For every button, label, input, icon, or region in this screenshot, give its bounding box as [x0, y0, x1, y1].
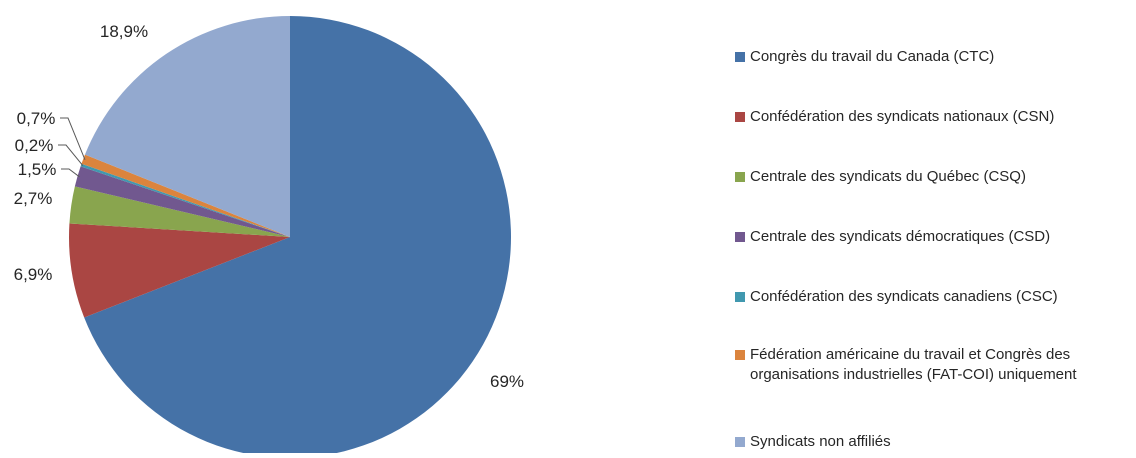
data-labels: 69% 6,9% 2,7% 1,5% 0,2% 0,7% 18,9%: [14, 22, 524, 391]
legend-label: Centrale des syndicats démocratiques (CS…: [750, 228, 1051, 245]
pie-slice-centrale-des-syndicats-democratiques-csd: [74, 166, 290, 237]
legend-swatch: [735, 172, 745, 182]
data-label-0: 69%: [490, 372, 524, 391]
legend-label: Fédération américaine du travail et Cong…: [750, 346, 1077, 383]
pie-slice-confederation-des-syndicats-nationaux-cs: [69, 223, 290, 318]
legend-swatch: [735, 112, 745, 122]
legend-item-syndicats-non-affilies: Syndicats non affiliés: [735, 432, 891, 452]
legend-item-congres-du-travail-du-canada-ctc: Congrès du travail du Canada (CTC): [735, 47, 994, 67]
leader-line-3: [61, 168, 80, 178]
data-label-6: 18,9%: [100, 22, 148, 41]
slices-layer: [69, 16, 512, 458]
data-label-4: 0,2%: [15, 136, 54, 155]
leader-line-5: [60, 117, 86, 160]
legend-label: Syndicats non affiliés: [750, 433, 891, 450]
data-label-2: 2,7%: [14, 189, 53, 208]
leader-line-4: [58, 144, 84, 167]
legend-item-centrale-des-syndicats-du-quebec-csq: Centrale des syndicats du Québec (CSQ): [735, 167, 1026, 187]
legend-swatch: [735, 232, 745, 242]
legend-label: Confédération des syndicats nationaux (C…: [750, 108, 1055, 125]
legend-item-centrale-des-syndicats-democratiques-csd: Centrale des syndicats démocratiques (CS…: [735, 227, 1050, 247]
data-label-5: 0,7%: [17, 109, 56, 128]
legend-label: Centrale des syndicats du Québec (CSQ): [750, 168, 1026, 185]
legend-swatch: [735, 292, 745, 302]
legend-label: Congrès du travail du Canada (CTC): [750, 48, 995, 65]
legend-swatch: [735, 350, 745, 360]
pie-slice-centrale-des-syndicats-du-quebec-csq: [69, 186, 290, 237]
legend-swatch: [735, 52, 745, 62]
legend-item-federation-americaine-du-travail-et-cong: Fédération américaine du travail et Cong…: [735, 345, 1077, 385]
legend-label: Confédération des syndicats canadiens (C…: [750, 288, 1058, 305]
pie-slice-federation-americaine-du-travail-et-cong: [81, 154, 290, 237]
legend-swatch: [735, 437, 745, 447]
data-label-1: 6,9%: [14, 265, 53, 284]
pie-slice-confederation-des-syndicats-canadiens-cs: [80, 163, 290, 237]
legend-item-confederation-des-syndicats-canadiens-cs: Confédération des syndicats canadiens (C…: [735, 287, 1058, 307]
pie-svg: 69% 6,9% 2,7% 1,5% 0,2% 0,7% 18,9%: [14, 16, 524, 458]
pie-slice-syndicats-non-affilies: [84, 16, 290, 237]
legend-item-confederation-des-syndicats-nationaux-cs: Confédération des syndicats nationaux (C…: [735, 107, 1054, 127]
pie-slice-congres-du-travail-du-canada-ctc: [84, 16, 512, 458]
leader-lines: [58, 117, 86, 178]
data-label-3: 1,5%: [18, 160, 57, 179]
